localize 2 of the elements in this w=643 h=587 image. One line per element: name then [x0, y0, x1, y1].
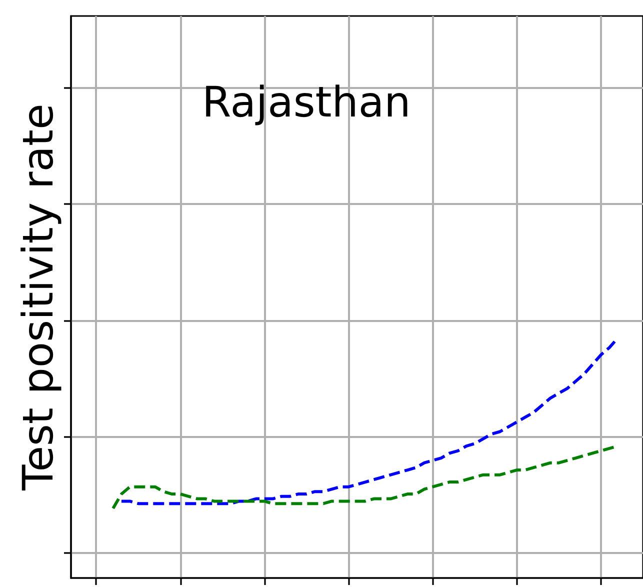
chart-title: Rajasthan [202, 78, 411, 126]
y-axis-title: Test positivity rate [14, 104, 62, 492]
